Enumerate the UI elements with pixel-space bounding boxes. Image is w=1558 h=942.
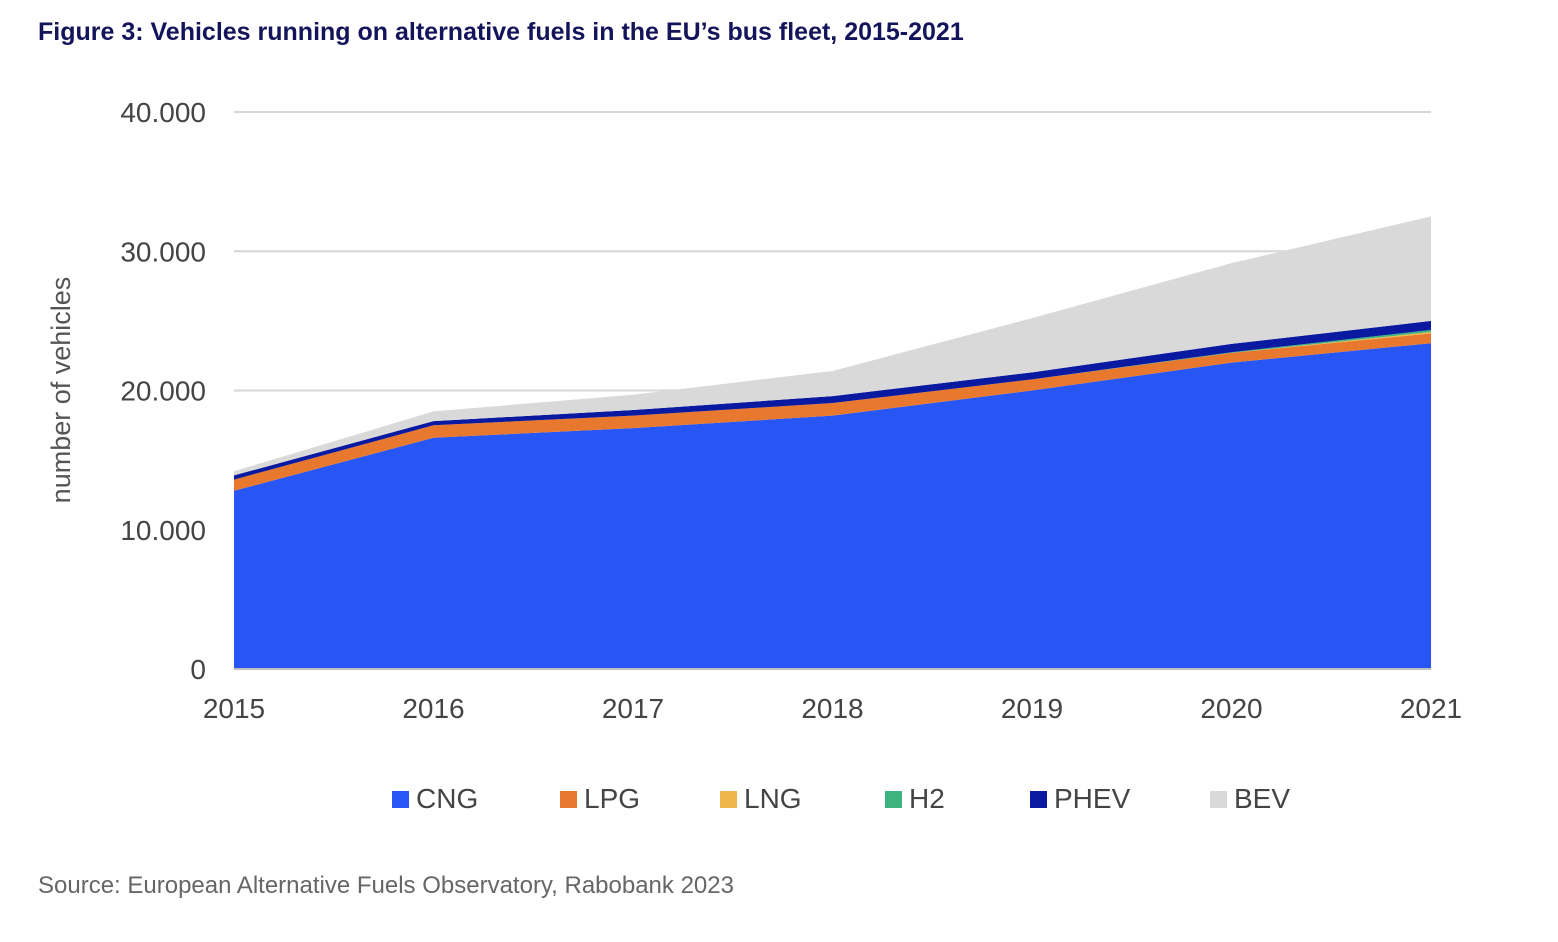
x-tick-label: 2016: [402, 693, 464, 724]
x-tick-label: 2019: [1001, 693, 1063, 724]
x-tick-label: 2020: [1200, 693, 1262, 724]
area-cng: [234, 343, 1431, 669]
y-tick-label: 0: [190, 654, 206, 685]
legend-item-h2: H2: [885, 783, 945, 814]
legend-item-cng: CNG: [392, 783, 478, 814]
legend-item-bev: BEV: [1210, 783, 1290, 814]
x-tick-labels: 2015 2016 2017 2018 2019 2020 2021: [203, 693, 1462, 724]
y-tick-label: 30.000: [120, 236, 206, 267]
legend-label: LPG: [584, 783, 640, 814]
y-tick-label: 10.000: [120, 515, 206, 546]
area-bev: [234, 216, 1431, 476]
legend-label: H2: [909, 783, 945, 814]
figure-title: Figure 3: Vehicles running on alternativ…: [38, 18, 964, 46]
legend-swatch: [1030, 791, 1047, 808]
legend-swatch: [392, 791, 409, 808]
y-tick-labels: 0 10.000 20.000 30.000 40.000: [120, 97, 206, 685]
x-tick-label: 2017: [602, 693, 664, 724]
legend-item-lng: LNG: [720, 783, 802, 814]
legend-label: CNG: [416, 783, 478, 814]
x-tick-label: 2021: [1400, 693, 1462, 724]
x-tick-label: 2018: [801, 693, 863, 724]
y-tick-label: 40.000: [120, 97, 206, 128]
legend-swatch: [1210, 791, 1227, 808]
legend-label: BEV: [1234, 783, 1290, 814]
y-axis-label: number of vehicles: [46, 277, 76, 504]
legend: CNG LPG LNG H2 PHEV BEV: [392, 783, 1290, 814]
legend-swatch: [885, 791, 902, 808]
x-tick-label: 2015: [203, 693, 265, 724]
y-tick-label: 20.000: [120, 376, 206, 407]
legend-swatch: [720, 791, 737, 808]
source-note: Source: European Alternative Fuels Obser…: [38, 872, 734, 899]
series-areas: [234, 216, 1431, 670]
legend-label: PHEV: [1054, 783, 1131, 814]
area-lpg: [234, 333, 1431, 491]
legend-label: LNG: [744, 783, 802, 814]
area-phev: [234, 320, 1431, 480]
legend-item-lpg: LPG: [560, 783, 640, 814]
legend-item-phev: PHEV: [1030, 783, 1131, 814]
legend-swatch: [560, 791, 577, 808]
